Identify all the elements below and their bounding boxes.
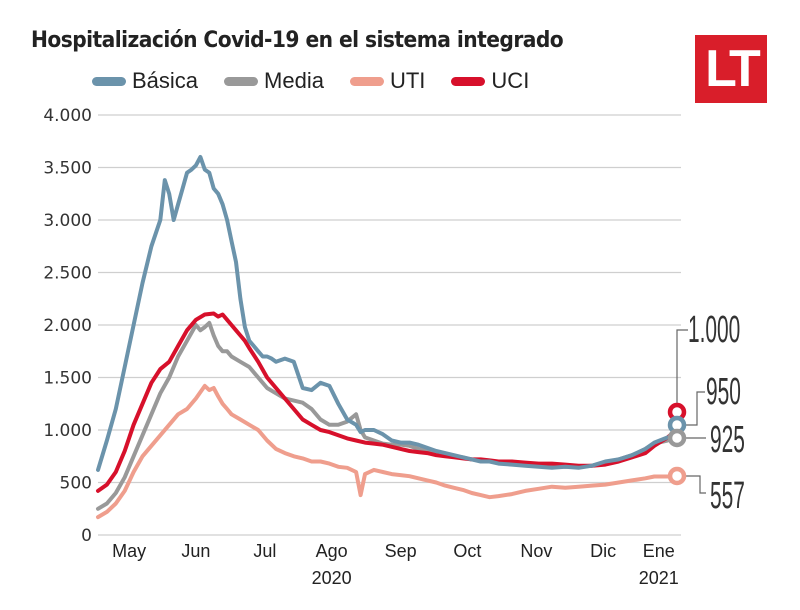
x-tick-label: May (112, 541, 146, 561)
end-marker-uti (667, 466, 687, 486)
y-tick-label: 1.500 (43, 369, 92, 389)
x-tick-label: Ago (316, 541, 348, 561)
chart-legend: Básica Media UTI UCI (92, 68, 555, 94)
legend-label-uti: UTI (389, 68, 426, 93)
leader-line (676, 329, 688, 403)
x-year-label: 2020 (312, 568, 352, 588)
legend-swatch-basica (92, 76, 126, 86)
legend-label-media: Media (264, 68, 324, 93)
series-line-uti (96, 383, 679, 520)
x-tick-label: Nov (520, 541, 552, 561)
x-tick-label: Jul (253, 541, 276, 561)
x-tick-label: Ene (643, 541, 675, 561)
y-tick-label: 3.500 (43, 159, 92, 179)
y-tick-label: 2.500 (43, 264, 92, 284)
y-tick-label: 4.000 (43, 106, 92, 126)
legend-label-uci: UCI (491, 68, 530, 93)
end-marker-media (667, 428, 687, 448)
legend-item-media: Media (224, 68, 324, 94)
legend-swatch-uti (349, 76, 384, 86)
x-year-label: 2021 (639, 568, 679, 588)
end-markers: 1.000 950 925 557 (667, 309, 745, 517)
legend-swatch-uci (451, 76, 486, 86)
series-line-básica (96, 155, 679, 472)
series-line-media (96, 320, 679, 511)
leader-line (686, 391, 705, 426)
y-tick-label: 2.000 (43, 316, 92, 336)
x-tick-label: Sep (385, 541, 417, 561)
legend-label-basica: Básica (132, 68, 199, 93)
x-axis-ticks: May Jun Jul Ago Sep Oct Nov Dic Ene 2020 2021 (112, 541, 679, 588)
chart-title: Hospitalización Covid-19 en el sistema i… (31, 28, 564, 53)
y-tick-label: 3.000 (43, 211, 92, 231)
end-value-label-uti: 557 (710, 475, 745, 517)
legend-item-uti: UTI (349, 68, 426, 94)
y-axis-ticks: 0 500 1.000 1.500 2.000 2.500 3.000 3.500 4.000 (43, 106, 92, 546)
end-value-label-básica: 950 (706, 371, 741, 413)
y-tick-label: 0 (81, 526, 92, 546)
y-tick-label: 1.000 (43, 421, 92, 441)
series-lines (96, 155, 679, 520)
lt-logo: LT (695, 35, 767, 103)
series-line-uci (96, 311, 679, 493)
end-value-label-uci: 1.000 (688, 309, 740, 351)
x-tick-label: Dic (590, 541, 616, 561)
end-value-label-media: 925 (710, 419, 745, 461)
legend-swatch-media (224, 76, 259, 86)
x-tick-label: Jun (181, 541, 210, 561)
legend-item-uci: UCI (451, 68, 529, 94)
y-tick-label: 500 (60, 474, 92, 494)
leader-line (686, 475, 706, 494)
legend-item-basica: Básica (92, 68, 198, 94)
x-tick-label: Oct (453, 541, 481, 561)
